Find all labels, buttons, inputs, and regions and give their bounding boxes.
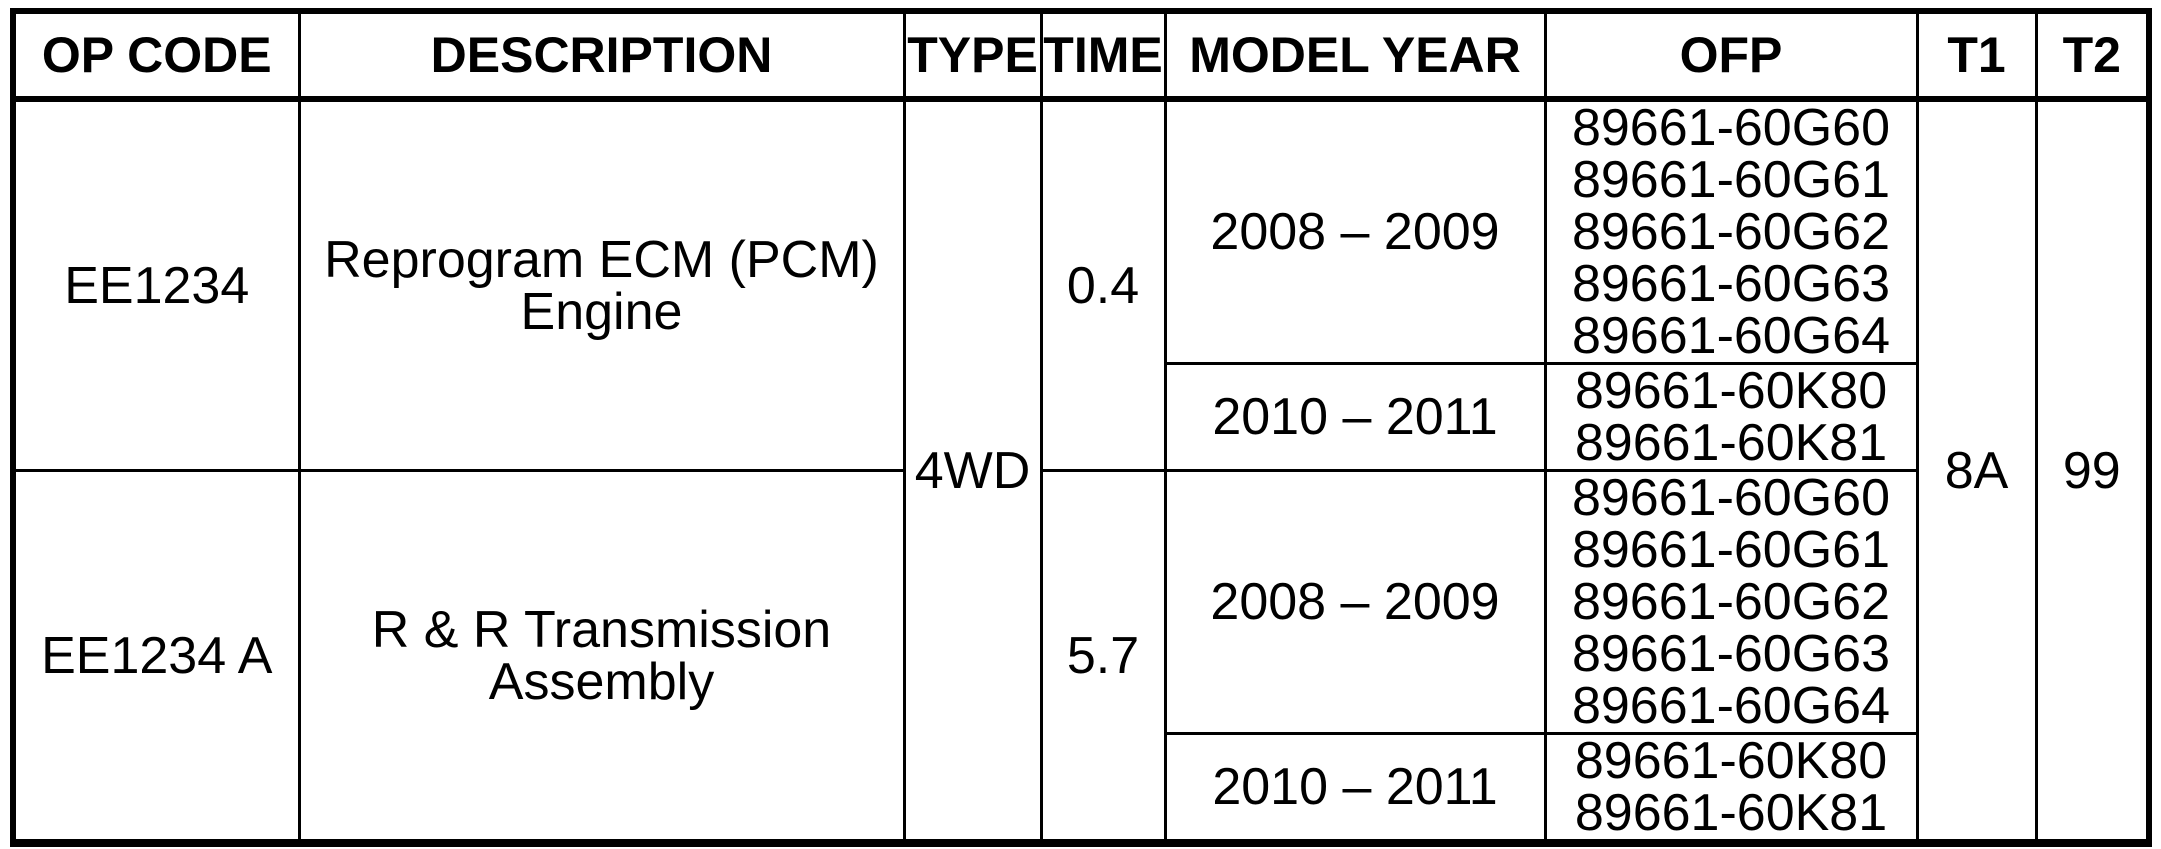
row-ee1234a-years-2010-2011: 2010 – 2011 89661-60K80 89661-60K81 xyxy=(13,732,2149,845)
row-ee1234-years-2008-2009: EE1234 Reprogram ECM (PCM) Engine 4WD 0.… xyxy=(11,97,2151,845)
col-header-model-year: MODEL YEAR xyxy=(1163,9,1547,102)
type-cell-4wd: 4WD xyxy=(902,97,1043,845)
ofp-cell-ee1234a-2008-2009: 89661-60G60 89661-60G61 89661-60G62 8966… xyxy=(1543,469,1919,735)
op-code-cell-ee1234: EE1234 xyxy=(11,97,301,472)
warranty-op-table-container: OP CODE DESCRIPTION TYPE TIME MODEL YEAR… xyxy=(10,8,2152,847)
ofp-cell-ee1234-2008-2009: 89661-60G60 89661-60G61 89661-60G62 8966… xyxy=(1543,97,1919,365)
col-header-type: TYPE xyxy=(902,9,1043,102)
op-code-cell-ee1234a: EE1234 A xyxy=(11,469,301,845)
col-header-ofp: OFP xyxy=(1543,9,1919,102)
model-year-cell-ee1234a-2010-2011: 2010 – 2011 xyxy=(1163,732,1547,845)
t1-cell: 8A xyxy=(1915,97,2038,845)
description-cell-reprogram-ecm: Reprogram ECM (PCM) Engine xyxy=(297,97,906,472)
col-header-description: DESCRIPTION xyxy=(297,9,906,102)
col-header-t1: T1 xyxy=(1915,9,2038,102)
header-row: OP CODE DESCRIPTION TYPE TIME MODEL YEAR… xyxy=(11,9,2151,102)
time-cell-ee1234: 0.4 xyxy=(1039,97,1167,472)
model-year-cell-ee1234-2010-2011: 2010 – 2011 xyxy=(1163,362,1547,472)
row-ee1234-years-2010-2011: 2010 – 2011 89661-60K80 89661-60K81 xyxy=(13,362,2149,472)
t2-cell: 99 xyxy=(2034,97,2151,845)
model-year-cell-ee1234-2008-2009: 2008 – 2009 xyxy=(1163,97,1547,365)
col-header-op-code: OP CODE xyxy=(11,9,301,102)
row-ee1234a-years-2008-2009: EE1234 A R & R Transmission Assembly 5.7… xyxy=(11,469,2149,845)
ofp-cell-ee1234a-2010-2011: 89661-60K80 89661-60K81 xyxy=(1543,732,1919,845)
ofp-cell-ee1234-2010-2011: 89661-60K80 89661-60K81 xyxy=(1543,362,1919,472)
col-header-t2: T2 xyxy=(2034,9,2151,102)
description-cell-rr-transmission: R & R Transmission Assembly xyxy=(297,469,906,845)
model-year-cell-ee1234a-2008-2009: 2008 – 2009 xyxy=(1163,469,1547,735)
time-cell-ee1234a: 5.7 xyxy=(1039,469,1167,845)
warranty-op-table: OP CODE DESCRIPTION TYPE TIME MODEL YEAR… xyxy=(10,8,2152,847)
col-header-time: TIME xyxy=(1039,9,1167,102)
